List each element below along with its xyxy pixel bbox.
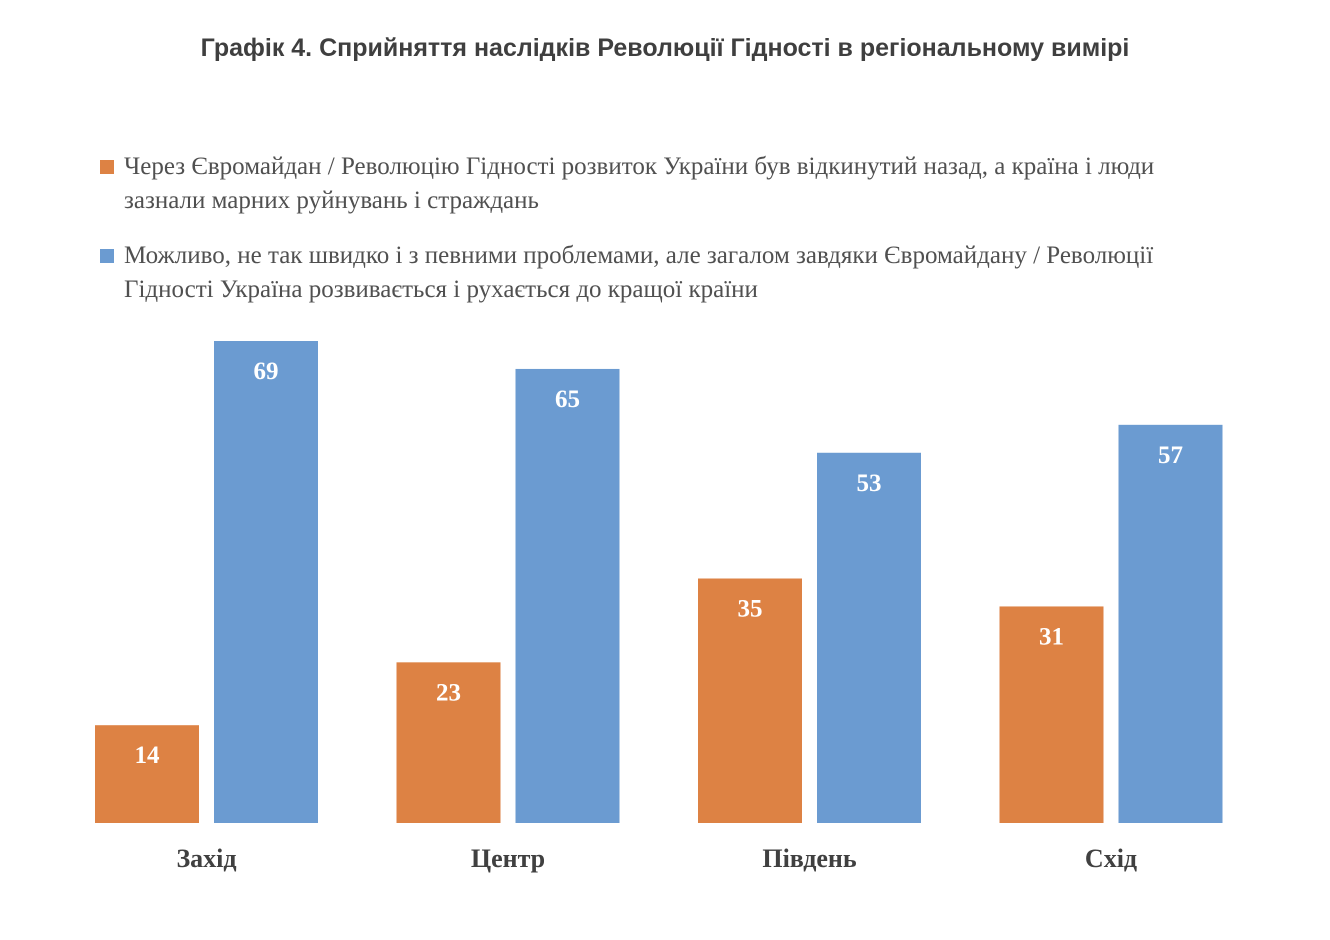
legend-swatch-positive [100,249,114,263]
category-label-0: Захід [176,844,236,873]
bar-negative-2 [698,578,802,823]
data-label-positive-3: 57 [1158,442,1183,469]
bar-negative-1 [396,662,501,823]
data-label-negative-3: 31 [1039,623,1064,650]
chart-legend: Через Євромайдан / Революцію Гідності ро… [100,150,1230,328]
legend-item-negative: Через Євромайдан / Революцію Гідності ро… [100,150,1230,218]
category-label-2: Південь [762,844,857,873]
legend-item-positive: Можливо, не так швидко і з певними пробл… [100,239,1230,307]
bar-negative-3 [999,606,1104,823]
data-label-negative-2: 35 [738,596,763,623]
legend-label-negative: Через Євромайдан / Революцію Гідності ро… [124,153,1155,214]
data-label-positive-2: 53 [857,470,882,497]
data-label-positive-0: 69 [254,358,279,385]
data-label-negative-1: 23 [436,679,461,706]
category-label-3: Схід [1085,844,1137,873]
bar-positive-2 [817,452,921,823]
data-label-negative-0: 14 [135,742,161,769]
legend-swatch-negative [100,160,114,174]
chart-title: Графік 4. Сприйняття наслідків Революції… [200,34,1130,62]
category-label-1: Центр [471,844,545,873]
data-label-positive-1: 65 [555,386,580,413]
bar-positive-1 [515,368,620,823]
bar-positive-0 [214,341,318,823]
bar-negative-0 [95,725,199,823]
bar-positive-3 [1118,424,1223,823]
legend-label-positive: Можливо, не так швидко і з певними пробл… [124,242,1154,303]
